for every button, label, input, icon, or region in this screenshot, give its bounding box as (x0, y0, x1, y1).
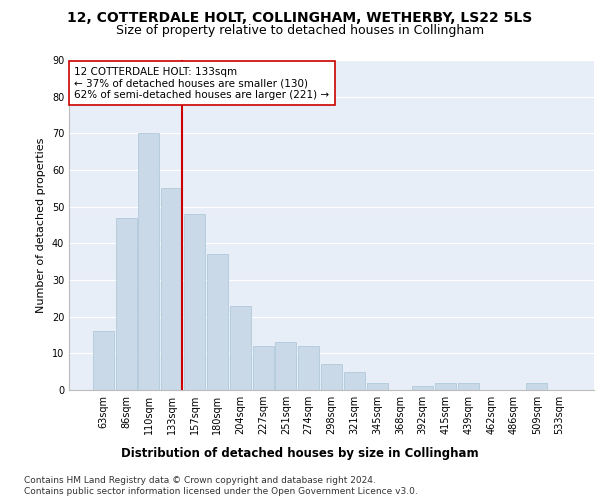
Bar (116, 218, 137, 390)
Bar (139, 134, 160, 390)
Bar (161, 188, 182, 390)
Bar (367, 382, 388, 390)
Text: Distribution of detached houses by size in Collingham: Distribution of detached houses by size … (121, 448, 479, 460)
Text: Contains HM Land Registry data © Crown copyright and database right 2024.: Contains HM Land Registry data © Crown c… (24, 476, 376, 485)
Bar (526, 382, 547, 390)
Bar (412, 386, 433, 390)
Bar (298, 346, 319, 390)
Bar (435, 382, 456, 390)
Bar (321, 364, 342, 390)
Text: Contains public sector information licensed under the Open Government Licence v3: Contains public sector information licen… (24, 487, 418, 496)
Text: 12, COTTERDALE HOLT, COLLINGHAM, WETHERBY, LS22 5LS: 12, COTTERDALE HOLT, COLLINGHAM, WETHERB… (67, 11, 533, 25)
Text: 12 COTTERDALE HOLT: 133sqm
← 37% of detached houses are smaller (130)
62% of sem: 12 COTTERDALE HOLT: 133sqm ← 37% of deta… (74, 66, 329, 100)
Bar (458, 382, 479, 390)
Text: Size of property relative to detached houses in Collingham: Size of property relative to detached ho… (116, 24, 484, 37)
Bar (93, 332, 114, 390)
Bar (184, 214, 205, 390)
Bar (230, 306, 251, 390)
Y-axis label: Number of detached properties: Number of detached properties (36, 138, 46, 312)
Bar (275, 342, 296, 390)
Bar (253, 346, 274, 390)
Bar (344, 372, 365, 390)
Bar (207, 254, 228, 390)
